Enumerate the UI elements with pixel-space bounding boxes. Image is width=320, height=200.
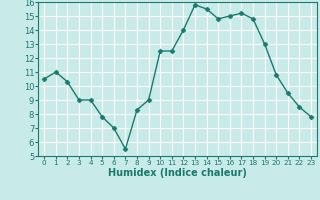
X-axis label: Humidex (Indice chaleur): Humidex (Indice chaleur) xyxy=(108,168,247,178)
